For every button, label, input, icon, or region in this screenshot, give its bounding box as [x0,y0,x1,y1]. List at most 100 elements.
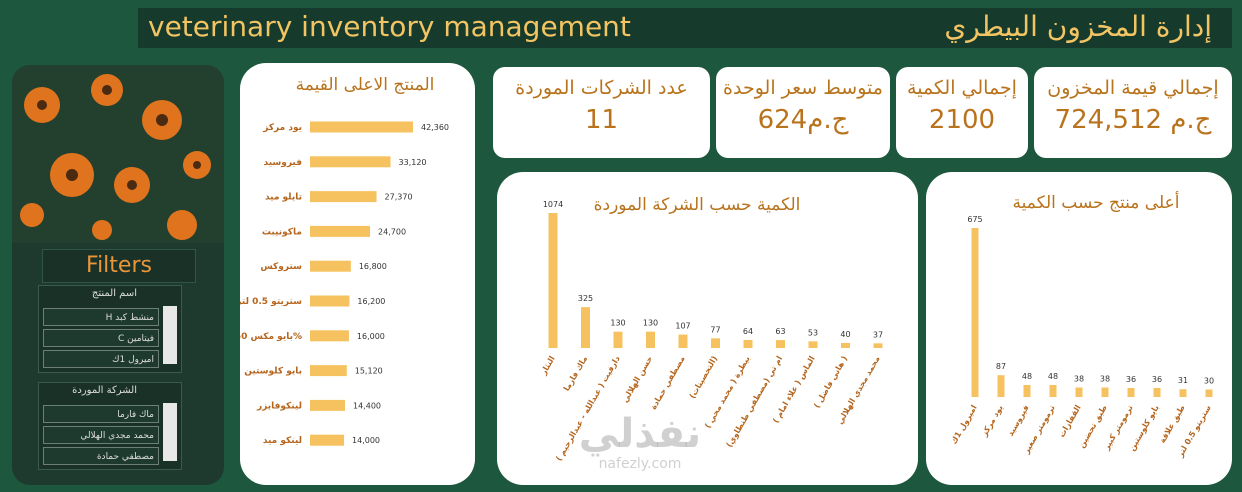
kpi-label: إجمالي قيمة المخزون [1047,77,1219,99]
bar [310,156,391,168]
value-label: 48 [1048,372,1058,381]
category-label: ستروكس [260,262,302,272]
value-label: 63 [775,327,785,336]
value-label: 15,120 [355,367,383,376]
value-label: 16,800 [359,262,387,271]
flowers [20,74,211,240]
bar [613,331,623,348]
category-label: ماكونيبت [262,227,302,237]
kpi-card: إجمالي قيمة المخزون 724,512 ج.م [1034,67,1232,158]
bar [808,341,818,348]
value-label: 1074 [543,200,563,209]
category-label: يود مركز [979,404,1005,439]
value-label: 48 [1022,372,1032,381]
bar [310,225,371,237]
slicer: الشركة الموردة ماك فارما محمد مجدي الهلا… [38,382,182,470]
category-label: بايو مكس 50% [240,332,302,342]
flower-centers [37,85,201,190]
chart-title: أعلى منتج حسب الكمية [1013,191,1180,213]
slicer-item[interactable]: مصطفي حمادة [43,447,159,465]
value-label: 14,000 [352,436,380,445]
bar [1049,384,1057,397]
value-label: 14,400 [353,401,381,410]
slicer-item[interactable]: فيتامين C [43,329,159,347]
category-label: ماك فارما [562,354,589,392]
slicer-item[interactable]: محمد مجدي الهلالي [43,426,159,444]
slicer-item[interactable]: منشط كبد H [43,308,159,326]
bar [1153,387,1161,397]
category-label: يود مركز [262,123,302,133]
category-label: حسن الهلالي [620,354,654,404]
watermark-url: nafezly.com [598,456,682,472]
kpi-card: عدد الشركات الموردة 11 [493,67,710,158]
watermark-name: نفذلي [578,411,702,457]
chart-title: الكمية حسب الشركة الموردة [594,195,801,215]
scrollbar[interactable] [163,403,177,461]
chart: الكمية حسب الشركة الموردة 1074 النثار 325 ما… [538,195,883,463]
value-label: 31 [1178,376,1188,385]
value-label: 42,360 [421,123,449,132]
value-label: 27,370 [385,193,413,202]
slicer-item[interactable]: ماك فارما [43,405,159,423]
category-label: اميرول 1ك [949,403,979,445]
bar [841,342,850,348]
value-label: 33,120 [399,158,427,167]
bar [776,340,785,348]
category-label: فيروسيد [1006,404,1031,438]
category-label: تايلو ميد [265,193,302,203]
category-label: مصطفي حمادة [649,354,687,411]
bar [310,121,413,133]
watermark: نفذلي nafezly.com [540,412,740,472]
kpi-value: 724,512 ج.م [1054,105,1212,135]
bar [646,331,655,348]
value-label: 130 [610,319,625,328]
value-label: 38 [1074,374,1084,383]
value-label: 16,200 [357,297,385,306]
filter-panel: Filters اسم المنتج منشط كبد H فيتامين C … [12,65,224,485]
category-label: ستريتو 0.5 لتر [240,297,302,307]
slicer-title: اسم المنتج [91,288,137,299]
value-label: 16,000 [357,332,385,341]
bar [310,191,377,203]
value-label: 38 [1100,374,1110,383]
value-label: 36 [1126,375,1136,384]
chart-card: الكمية حسب الشركة الموردة 1074 النثار 325 ما… [497,172,918,485]
value-label: 675 [967,215,982,224]
bar [873,343,883,348]
value-label: 53 [808,328,818,337]
value-label: 107 [675,322,690,331]
category-label: فيروسيد [264,158,303,168]
bar [1101,387,1109,397]
bar [711,338,720,348]
chart-card: المنتج الاعلى القيمة يود مركز 42,360 فيروسي… [240,63,475,485]
bar [1205,389,1213,397]
category-label: لينكوفايزر [256,401,302,411]
kpi-card: إجمالي الكمية 2100 [896,67,1028,158]
bar [1023,384,1031,397]
category-label: طبق علاقة [1158,404,1187,445]
slicer-title: الشركة الموردة [72,385,137,396]
bar [997,375,1005,397]
chart: أعلى منتج حسب الكمية 675 اميرول 1ك 87 يود مر… [949,191,1214,459]
kpi-label: إجمالي الكمية [907,77,1017,99]
value-label: 64 [743,327,753,336]
bar [1179,389,1187,397]
category-label: لينكو ميد [263,436,302,446]
bar [548,213,558,348]
bar [581,307,590,348]
filters-title: Filters [42,249,196,283]
header-bar: veterinary inventory management إدارة ال… [138,8,1232,48]
scrollbar[interactable] [163,306,177,364]
slicer-item[interactable]: اميرول 1ك [43,350,159,368]
title-ar: إدارة المخزون البيطري [944,10,1212,43]
bar [743,339,753,348]
value-label: 37 [873,330,883,339]
bar [310,295,350,307]
bar [310,330,349,342]
kpi-value: 2100 [928,105,996,135]
category-label: النثار [538,354,556,377]
chart: المنتج الاعلى القيمة يود مركز 42,360 فيروسي… [240,75,449,446]
title-en: veterinary inventory management [148,10,631,43]
bar [971,228,979,397]
